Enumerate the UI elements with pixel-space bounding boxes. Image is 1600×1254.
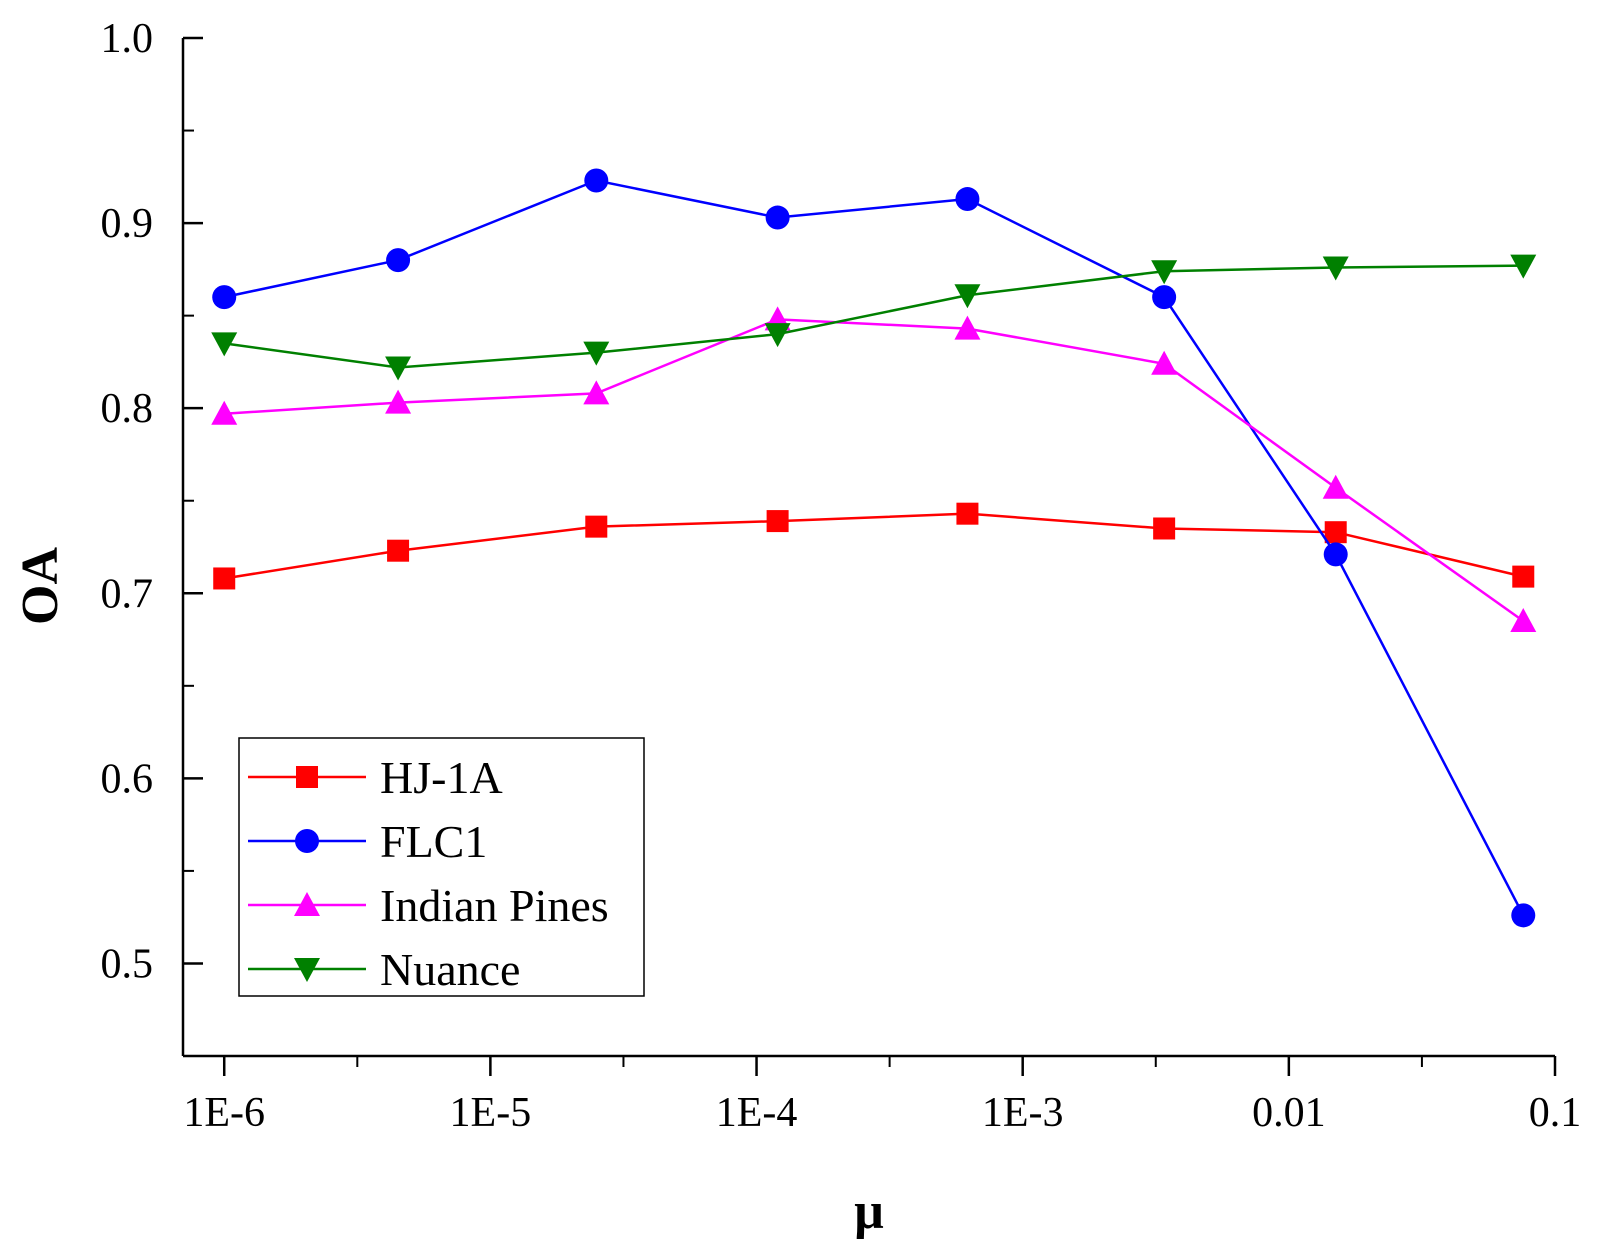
x-tick-label: 1E-6 — [183, 1090, 265, 1136]
data-point — [1151, 260, 1178, 285]
series-layer — [211, 168, 1537, 928]
series-line — [223, 179, 1525, 916]
data-point — [1151, 350, 1178, 375]
data-point — [213, 567, 236, 590]
data-point — [385, 356, 412, 381]
legend-marker — [296, 766, 318, 788]
data-point — [387, 539, 410, 562]
data-point — [1324, 521, 1347, 544]
data-point — [211, 332, 238, 357]
x-tick-label: 1E-5 — [450, 1090, 532, 1136]
legend-entry: HJ-1A — [248, 752, 503, 803]
legend-entry: FLC1 — [248, 816, 487, 867]
y-tick-label: 0.7 — [101, 571, 154, 617]
legend-marker — [294, 892, 320, 916]
data-point — [212, 285, 237, 310]
data-point — [1322, 474, 1349, 499]
data-point — [385, 389, 412, 414]
data-point — [1322, 256, 1349, 281]
legend-label: FLC1 — [380, 816, 487, 867]
data-point — [585, 515, 608, 538]
data-point — [766, 510, 789, 533]
series-hj-1a — [213, 502, 1535, 590]
series-line — [224, 318, 1525, 623]
series-flc1 — [212, 168, 1536, 928]
data-point — [1512, 565, 1535, 588]
legend-marker — [295, 829, 319, 853]
y-tick-label: 1.0 — [101, 16, 154, 62]
legend-entry: Nuance — [248, 944, 520, 995]
data-point — [956, 502, 979, 525]
legend-entries: HJ-1A FLC1 Indian Pines Nuance — [248, 752, 609, 995]
data-point — [765, 205, 790, 230]
y-axis-title: OA — [12, 547, 69, 625]
data-point — [1510, 608, 1537, 633]
series-indian-pines — [211, 306, 1537, 633]
series-nuance — [211, 254, 1537, 381]
data-point — [386, 248, 411, 273]
legend-label: HJ-1A — [380, 752, 503, 803]
y-axis-ticks: 0.5 0.6 0.7 0.8 0.9 1.0 — [101, 16, 203, 1057]
plot-frame — [181, 38, 1555, 1058]
legend: HJ-1A FLC1 Indian Pines Nuance — [238, 737, 645, 997]
y-tick-label: 0.6 — [101, 756, 154, 802]
x-tick-label: 0.1 — [1529, 1090, 1582, 1136]
data-point — [955, 187, 980, 212]
data-point — [584, 168, 609, 193]
y-tick-label: 0.5 — [101, 941, 154, 987]
data-point — [954, 315, 981, 340]
data-point — [211, 400, 238, 425]
data-point — [1510, 254, 1537, 279]
data-point — [1323, 542, 1348, 567]
y-tick-label: 0.8 — [101, 386, 154, 432]
legend-label: Indian Pines — [380, 880, 609, 931]
y-tick-label: 0.9 — [101, 201, 154, 247]
data-point — [1511, 903, 1536, 928]
legend-marker — [294, 958, 320, 982]
data-point — [1152, 285, 1177, 310]
x-tick-label: 0.01 — [1252, 1090, 1326, 1136]
x-tick-label: 1E-3 — [982, 1090, 1064, 1136]
legend-label: Nuance — [380, 944, 520, 995]
data-point — [1153, 517, 1176, 540]
x-axis-ticks: 1E-6 1E-5 1E-4 1E-3 0.01 0.1 — [183, 1056, 1581, 1136]
data-point — [583, 380, 610, 405]
data-point — [764, 323, 791, 348]
x-axis-title: μ — [854, 1183, 883, 1240]
legend-entry: Indian Pines — [248, 880, 609, 931]
data-point — [954, 284, 981, 309]
x-tick-label: 1E-4 — [716, 1090, 798, 1136]
series-line — [224, 264, 1524, 369]
data-point — [583, 341, 610, 366]
series-line — [224, 512, 1524, 580]
